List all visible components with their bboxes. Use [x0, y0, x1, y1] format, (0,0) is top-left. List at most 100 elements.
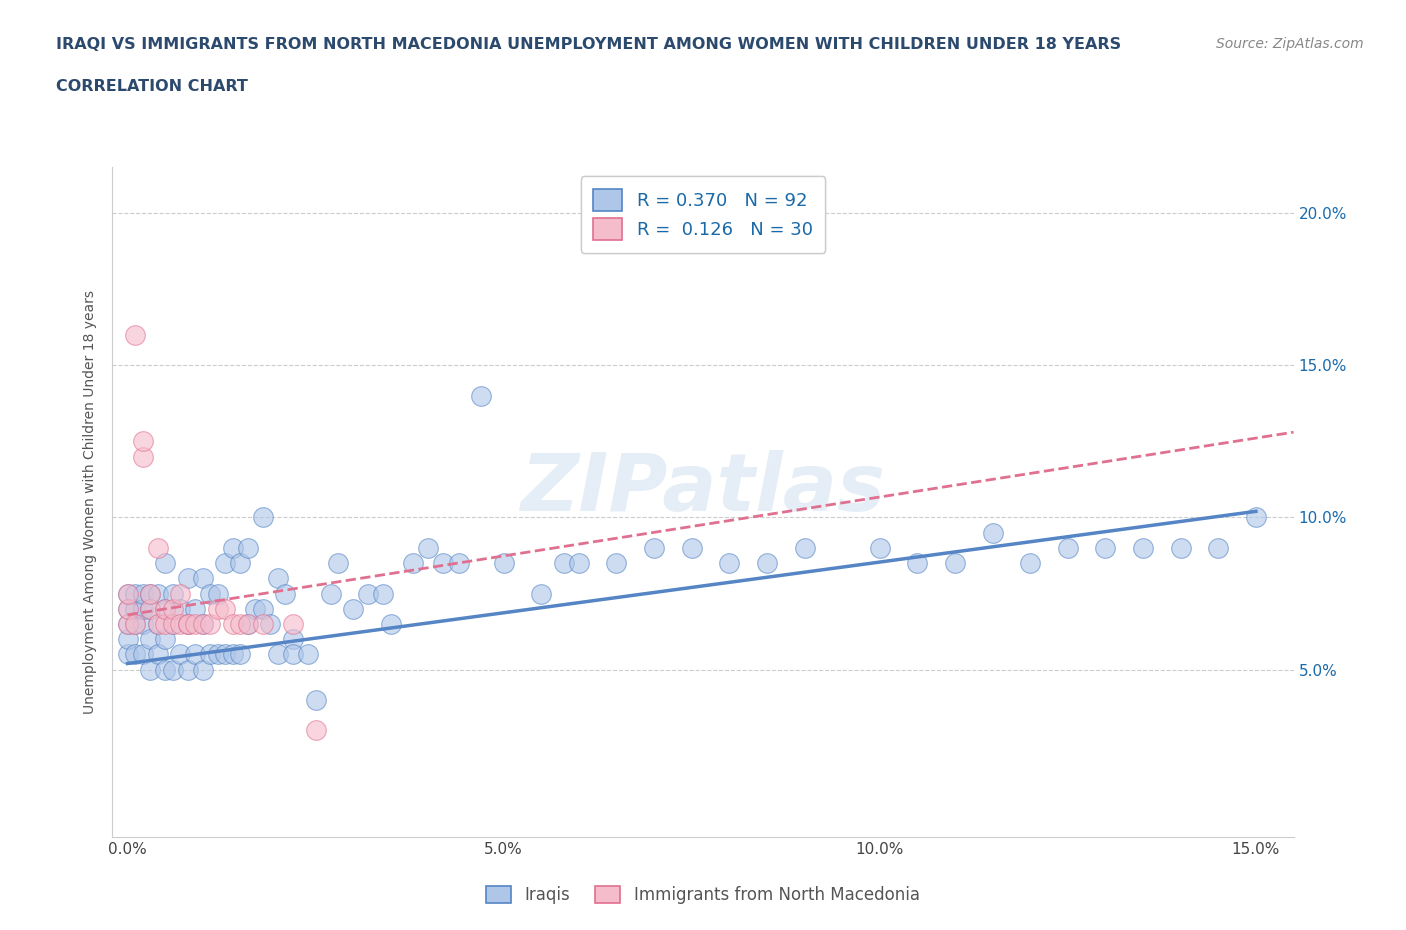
- Point: [252, 602, 274, 617]
- Point: [153, 555, 176, 570]
- Point: [530, 586, 553, 601]
- Point: [177, 617, 200, 631]
- Point: [131, 647, 153, 662]
- Legend: Iraqis, Immigrants from North Macedonia: Iraqis, Immigrants from North Macedonia: [478, 878, 928, 912]
- Point: [146, 540, 169, 555]
- Point: [124, 327, 146, 342]
- Point: [1206, 540, 1229, 555]
- Point: [191, 617, 214, 631]
- Point: [153, 631, 176, 646]
- Point: [470, 388, 492, 403]
- Point: [214, 602, 236, 617]
- Point: [236, 540, 259, 555]
- Point: [153, 662, 176, 677]
- Point: [222, 617, 245, 631]
- Point: [117, 617, 139, 631]
- Point: [229, 647, 252, 662]
- Point: [252, 510, 274, 525]
- Point: [1056, 540, 1078, 555]
- Point: [139, 602, 162, 617]
- Point: [342, 602, 364, 617]
- Point: [191, 571, 214, 586]
- Point: [124, 586, 146, 601]
- Point: [169, 586, 191, 601]
- Point: [236, 617, 259, 631]
- Point: [274, 586, 297, 601]
- Point: [432, 555, 454, 570]
- Point: [124, 602, 146, 617]
- Point: [357, 586, 380, 601]
- Point: [297, 647, 319, 662]
- Point: [214, 647, 236, 662]
- Point: [131, 617, 153, 631]
- Point: [117, 586, 139, 601]
- Point: [124, 647, 146, 662]
- Point: [162, 617, 184, 631]
- Point: [207, 586, 229, 601]
- Point: [131, 586, 153, 601]
- Point: [418, 540, 440, 555]
- Point: [304, 693, 326, 708]
- Point: [131, 602, 153, 617]
- Point: [222, 540, 245, 555]
- Point: [718, 555, 741, 570]
- Point: [117, 602, 139, 617]
- Point: [139, 586, 162, 601]
- Point: [131, 449, 153, 464]
- Point: [191, 617, 214, 631]
- Point: [162, 602, 184, 617]
- Point: [236, 617, 259, 631]
- Point: [146, 647, 169, 662]
- Point: [153, 602, 176, 617]
- Point: [793, 540, 815, 555]
- Point: [492, 555, 515, 570]
- Y-axis label: Unemployment Among Women with Children Under 18 years: Unemployment Among Women with Children U…: [83, 290, 97, 714]
- Point: [184, 617, 207, 631]
- Point: [281, 647, 304, 662]
- Point: [139, 631, 162, 646]
- Text: IRAQI VS IMMIGRANTS FROM NORTH MACEDONIA UNEMPLOYMENT AMONG WOMEN WITH CHILDREN : IRAQI VS IMMIGRANTS FROM NORTH MACEDONIA…: [56, 37, 1122, 52]
- Point: [229, 555, 252, 570]
- Point: [162, 586, 184, 601]
- Point: [146, 586, 169, 601]
- Point: [553, 555, 575, 570]
- Point: [568, 555, 591, 570]
- Text: CORRELATION CHART: CORRELATION CHART: [56, 79, 247, 94]
- Point: [643, 540, 665, 555]
- Point: [222, 647, 245, 662]
- Point: [177, 662, 200, 677]
- Point: [117, 647, 139, 662]
- Point: [169, 647, 191, 662]
- Point: [146, 617, 169, 631]
- Point: [267, 571, 290, 586]
- Point: [200, 617, 222, 631]
- Point: [259, 617, 281, 631]
- Point: [162, 662, 184, 677]
- Point: [245, 602, 267, 617]
- Point: [869, 540, 891, 555]
- Point: [281, 631, 304, 646]
- Point: [267, 647, 290, 662]
- Point: [1019, 555, 1042, 570]
- Point: [139, 602, 162, 617]
- Text: ZIPatlas: ZIPatlas: [520, 450, 886, 528]
- Point: [200, 647, 222, 662]
- Point: [200, 586, 222, 601]
- Point: [402, 555, 425, 570]
- Point: [184, 647, 207, 662]
- Point: [177, 617, 200, 631]
- Point: [681, 540, 703, 555]
- Point: [207, 647, 229, 662]
- Point: [146, 617, 169, 631]
- Point: [117, 602, 139, 617]
- Point: [124, 617, 146, 631]
- Point: [373, 586, 395, 601]
- Point: [447, 555, 470, 570]
- Point: [1094, 540, 1116, 555]
- Text: Source: ZipAtlas.com: Source: ZipAtlas.com: [1216, 37, 1364, 51]
- Point: [755, 555, 778, 570]
- Point: [380, 617, 402, 631]
- Point: [281, 617, 304, 631]
- Point: [162, 617, 184, 631]
- Point: [905, 555, 928, 570]
